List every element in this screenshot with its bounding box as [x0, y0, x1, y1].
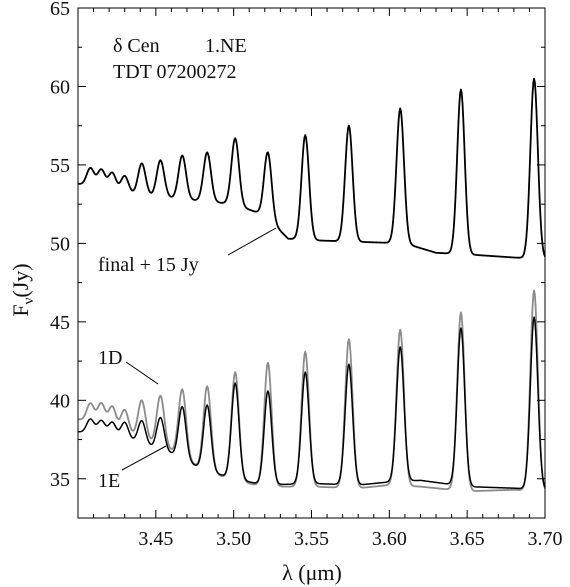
series-1e: [77, 316, 546, 490]
x-tick-label: 3.45: [138, 528, 173, 550]
annotation-tdt: TDT 07200272: [113, 61, 237, 83]
y-tick-label: 55: [50, 155, 70, 177]
x-tick-label: 3.70: [528, 528, 563, 550]
y-tick-label: 45: [50, 312, 70, 334]
annotation-1d: 1D: [98, 347, 122, 369]
x-tick-label: 3.65: [450, 528, 485, 550]
y-tick-label: 35: [50, 469, 70, 491]
y-axis-title: Fν(Jy): [8, 263, 37, 316]
annotation-1d-pointer: [125, 361, 159, 385]
annotation-final-pointer: [227, 227, 277, 256]
y-tick-label: 40: [50, 390, 70, 412]
annotation-1e: 1E: [98, 470, 120, 492]
annotation-final: final + 15 Jy: [98, 254, 199, 276]
x-axis-title: λ (μm): [282, 560, 342, 585]
annotation-star: δ Cen: [113, 35, 160, 57]
y-tick-label: 50: [50, 233, 70, 255]
series-final: [77, 77, 546, 259]
y-tick-label: 60: [50, 76, 70, 98]
annotation-1e-pointer: [121, 445, 167, 471]
y-tick-label: 65: [50, 0, 70, 20]
x-tick-label: 3.55: [294, 528, 329, 550]
annotation-detector: 1.NE: [205, 35, 247, 57]
x-tick-label: 3.60: [372, 528, 407, 550]
x-tick-label: 3.50: [216, 528, 251, 550]
